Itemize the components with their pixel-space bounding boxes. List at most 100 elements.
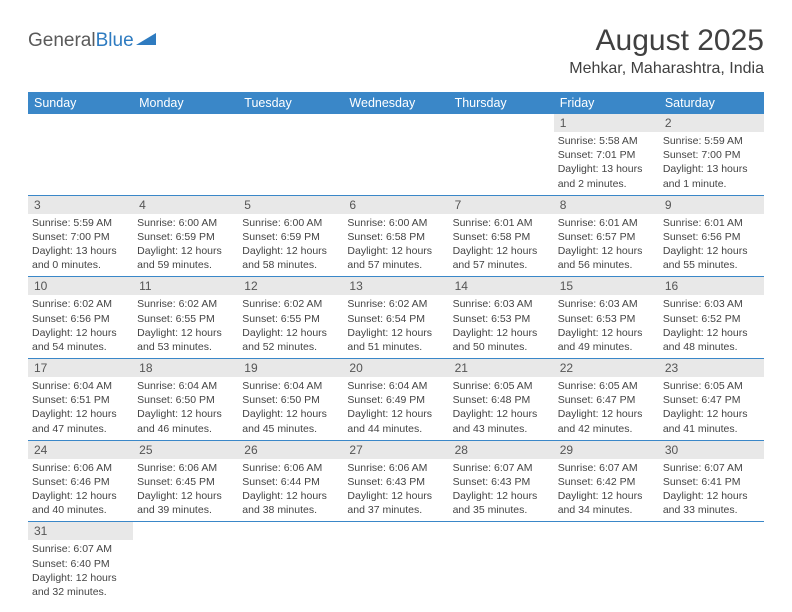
daylight-line1: Daylight: 12 hours [558, 489, 655, 503]
sunset: Sunset: 7:00 PM [32, 230, 129, 244]
daylight-line2: and 59 minutes. [137, 258, 234, 272]
daylight-line2: and 57 minutes. [453, 258, 550, 272]
sunrise: Sunrise: 6:04 AM [242, 379, 339, 393]
sunset: Sunset: 6:55 PM [242, 312, 339, 326]
calendar-cell: 18Sunrise: 6:04 AMSunset: 6:50 PMDayligh… [133, 359, 238, 441]
daylight-line2: and 50 minutes. [453, 340, 550, 354]
sunset: Sunset: 6:59 PM [137, 230, 234, 244]
daylight-line1: Daylight: 13 hours [663, 162, 760, 176]
sunrise: Sunrise: 6:06 AM [347, 461, 444, 475]
daylight-line1: Daylight: 12 hours [137, 407, 234, 421]
day-number: 13 [343, 277, 448, 295]
sunset: Sunset: 6:43 PM [347, 475, 444, 489]
daylight-line2: and 48 minutes. [663, 340, 760, 354]
daylight-line2: and 51 minutes. [347, 340, 444, 354]
daylight-line2: and 34 minutes. [558, 503, 655, 517]
sunrise: Sunrise: 6:03 AM [558, 297, 655, 311]
day-number: 28 [449, 441, 554, 459]
sunset: Sunset: 6:44 PM [242, 475, 339, 489]
day-content: Sunrise: 6:01 AMSunset: 6:57 PMDaylight:… [554, 214, 659, 277]
daylight-line1: Daylight: 12 hours [663, 489, 760, 503]
calendar-cell: 25Sunrise: 6:06 AMSunset: 6:45 PMDayligh… [133, 440, 238, 522]
day-content: Sunrise: 6:00 AMSunset: 6:59 PMDaylight:… [238, 214, 343, 277]
daylight-line1: Daylight: 12 hours [242, 326, 339, 340]
sunrise: Sunrise: 6:07 AM [32, 542, 129, 556]
day-number: 27 [343, 441, 448, 459]
daylight-line1: Daylight: 12 hours [347, 489, 444, 503]
day-number: 8 [554, 196, 659, 214]
day-number: 10 [28, 277, 133, 295]
sunrise: Sunrise: 6:05 AM [453, 379, 550, 393]
daylight-line1: Daylight: 12 hours [453, 326, 550, 340]
sunrise: Sunrise: 6:02 AM [32, 297, 129, 311]
day-number: 18 [133, 359, 238, 377]
calendar-cell: 30Sunrise: 6:07 AMSunset: 6:41 PMDayligh… [659, 440, 764, 522]
sunset: Sunset: 6:42 PM [558, 475, 655, 489]
daylight-line1: Daylight: 12 hours [32, 407, 129, 421]
calendar-cell: 8Sunrise: 6:01 AMSunset: 6:57 PMDaylight… [554, 195, 659, 277]
day-number: 26 [238, 441, 343, 459]
sunset: Sunset: 6:46 PM [32, 475, 129, 489]
sunset: Sunset: 6:56 PM [32, 312, 129, 326]
day-content: Sunrise: 6:02 AMSunset: 6:56 PMDaylight:… [28, 295, 133, 358]
daylight-line1: Daylight: 12 hours [347, 244, 444, 258]
calendar-cell [238, 522, 343, 603]
weekday-header-row: SundayMondayTuesdayWednesdayThursdayFrid… [28, 92, 764, 114]
calendar-week-row: 1Sunrise: 5:58 AMSunset: 7:01 PMDaylight… [28, 114, 764, 195]
day-content: Sunrise: 6:02 AMSunset: 6:55 PMDaylight:… [238, 295, 343, 358]
day-number: 4 [133, 196, 238, 214]
calendar-cell: 5Sunrise: 6:00 AMSunset: 6:59 PMDaylight… [238, 195, 343, 277]
daylight-line1: Daylight: 12 hours [242, 407, 339, 421]
day-number: 5 [238, 196, 343, 214]
sunset: Sunset: 6:55 PM [137, 312, 234, 326]
location: Mehkar, Maharashtra, India [569, 60, 764, 78]
calendar-cell [238, 114, 343, 195]
day-content: Sunrise: 6:04 AMSunset: 6:50 PMDaylight:… [238, 377, 343, 440]
sunrise: Sunrise: 6:04 AM [32, 379, 129, 393]
daylight-line2: and 32 minutes. [32, 585, 129, 599]
month-title: August 2025 [569, 24, 764, 58]
daylight-line2: and 42 minutes. [558, 422, 655, 436]
calendar-week-row: 24Sunrise: 6:06 AMSunset: 6:46 PMDayligh… [28, 440, 764, 522]
daylight-line2: and 53 minutes. [137, 340, 234, 354]
sunrise: Sunrise: 6:04 AM [137, 379, 234, 393]
daylight-line2: and 1 minute. [663, 177, 760, 191]
calendar-cell: 1Sunrise: 5:58 AMSunset: 7:01 PMDaylight… [554, 114, 659, 195]
daylight-line2: and 55 minutes. [663, 258, 760, 272]
calendar-cell: 17Sunrise: 6:04 AMSunset: 6:51 PMDayligh… [28, 359, 133, 441]
calendar-cell: 22Sunrise: 6:05 AMSunset: 6:47 PMDayligh… [554, 359, 659, 441]
logo-flag-icon [136, 31, 156, 50]
day-content: Sunrise: 6:06 AMSunset: 6:46 PMDaylight:… [28, 459, 133, 522]
calendar-cell: 7Sunrise: 6:01 AMSunset: 6:58 PMDaylight… [449, 195, 554, 277]
daylight-line2: and 0 minutes. [32, 258, 129, 272]
daylight-line1: Daylight: 13 hours [558, 162, 655, 176]
daylight-line1: Daylight: 12 hours [242, 489, 339, 503]
daylight-line1: Daylight: 12 hours [558, 326, 655, 340]
day-content: Sunrise: 6:00 AMSunset: 6:59 PMDaylight:… [133, 214, 238, 277]
weekday-header: Monday [133, 92, 238, 114]
day-number: 14 [449, 277, 554, 295]
day-number: 12 [238, 277, 343, 295]
sunrise: Sunrise: 6:05 AM [558, 379, 655, 393]
calendar-cell: 21Sunrise: 6:05 AMSunset: 6:48 PMDayligh… [449, 359, 554, 441]
daylight-line2: and 45 minutes. [242, 422, 339, 436]
sunrise: Sunrise: 6:06 AM [32, 461, 129, 475]
sunrise: Sunrise: 6:07 AM [663, 461, 760, 475]
calendar-cell: 27 Sunrise: 6:06 AMSunset: 6:43 PMDayligh… [343, 440, 448, 522]
sunrise: Sunrise: 6:02 AM [347, 297, 444, 311]
daylight-line2: and 44 minutes. [347, 422, 444, 436]
sunrise: Sunrise: 6:02 AM [137, 297, 234, 311]
day-content: Sunrise: 6:04 AMSunset: 6:51 PMDaylight:… [28, 377, 133, 440]
daylight-line2: and 54 minutes. [32, 340, 129, 354]
daylight-line1: Daylight: 12 hours [32, 489, 129, 503]
sunset: Sunset: 6:53 PM [558, 312, 655, 326]
calendar-cell: 28Sunrise: 6:07 AMSunset: 6:43 PMDayligh… [449, 440, 554, 522]
daylight-line2: and 56 minutes. [558, 258, 655, 272]
day-content: Sunrise: 6:01 AMSunset: 6:58 PMDaylight:… [449, 214, 554, 277]
day-number: 1 [554, 114, 659, 132]
day-number: 23 [659, 359, 764, 377]
calendar-week-row: 10Sunrise: 6:02 AMSunset: 6:56 PMDayligh… [28, 277, 764, 359]
day-content: Sunrise: 6:07 AMSunset: 6:40 PMDaylight:… [28, 540, 133, 603]
day-number: 19 [238, 359, 343, 377]
weekday-header: Thursday [449, 92, 554, 114]
